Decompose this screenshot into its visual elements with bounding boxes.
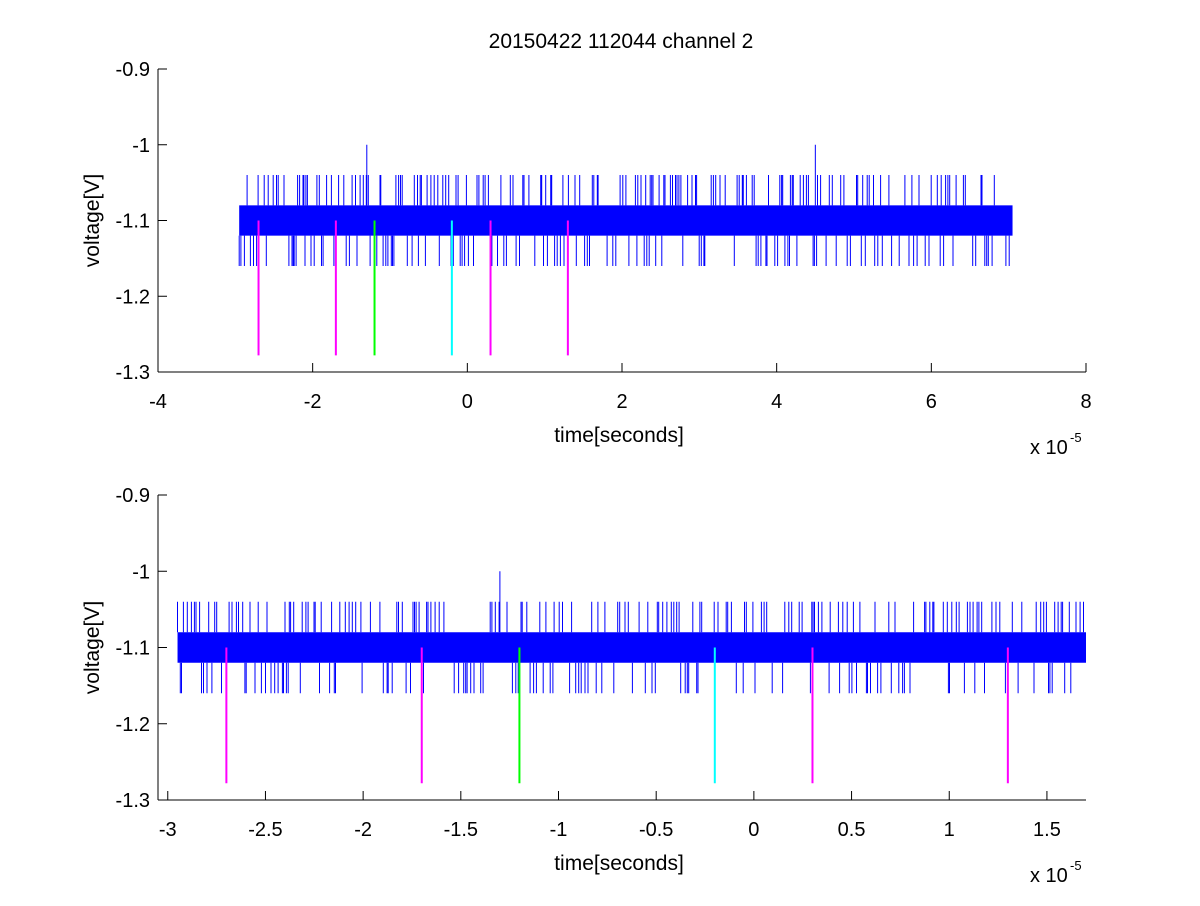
x-tick-label: 1.5 [1033,819,1061,841]
x-tick-label: 8 [1080,391,1091,413]
y-axis-label: voltage[V] [81,601,104,694]
y-tick-label: -1.2 [116,714,150,736]
signal-noise [177,601,1084,694]
bottom-subplot: -1.3 -1.2 -1.1 -1 -0.9 -3 -2.5 -2 -1.5 -1 -0.5 0 0.5… [81,485,1086,887]
y-tick-label: -1.2 [116,286,150,308]
y-tick-label: -1.3 [116,790,150,812]
y-axis-label: voltage[V] [81,174,104,267]
x-tick-label: 0 [748,819,759,841]
y-tick-label: -1.3 [116,362,150,384]
signal-noise [238,175,1010,266]
y-tick-label: -0.9 [116,59,150,81]
x-tick-label: -0.5 [639,819,673,841]
x-tick-label: 0 [462,391,473,413]
x-tick-label: 0.5 [838,819,866,841]
x-multiplier-label: x 10 [1030,437,1068,459]
x-tick-label: 6 [926,391,937,413]
x-tick-label: -2 [304,391,322,413]
top-subplot: -1.3 -1.2 -1.1 -1 -0.9 -4 -2 0 2 4 6 8 time[seconds]… [81,59,1092,459]
x-tick-label: -1 [550,819,568,841]
figure-title: 20150422 112044 channel 2 [489,30,754,53]
y-tick-label: -1 [132,135,150,157]
x-tick-label: -2.5 [248,819,282,841]
y-tick-label: -1.1 [116,211,150,233]
x-axis-label: time[seconds] [554,424,684,447]
x-tick-label: -1.5 [444,819,478,841]
x-tick-label: 2 [616,391,627,413]
y-tick-label: -1.1 [116,638,150,660]
x-axis-label: time[seconds] [554,852,684,875]
signal-band [239,205,1013,236]
x-tick-label: 4 [771,391,782,413]
y-tick-label: -0.9 [116,485,150,507]
x-multiplier-exponent: -5 [1070,858,1082,873]
x-multiplier-label: x 10 [1030,865,1068,887]
signal-trace [177,571,1086,694]
x-multiplier-exponent: -5 [1070,430,1082,445]
x-tick-label: -4 [149,391,167,413]
signal-band [177,632,1086,663]
x-tick-label: -2 [354,819,372,841]
y-tick-label: -1 [132,561,150,583]
x-tick-label: -3 [159,819,177,841]
signal-trace [238,144,1013,266]
x-tick-label: 1 [944,819,955,841]
